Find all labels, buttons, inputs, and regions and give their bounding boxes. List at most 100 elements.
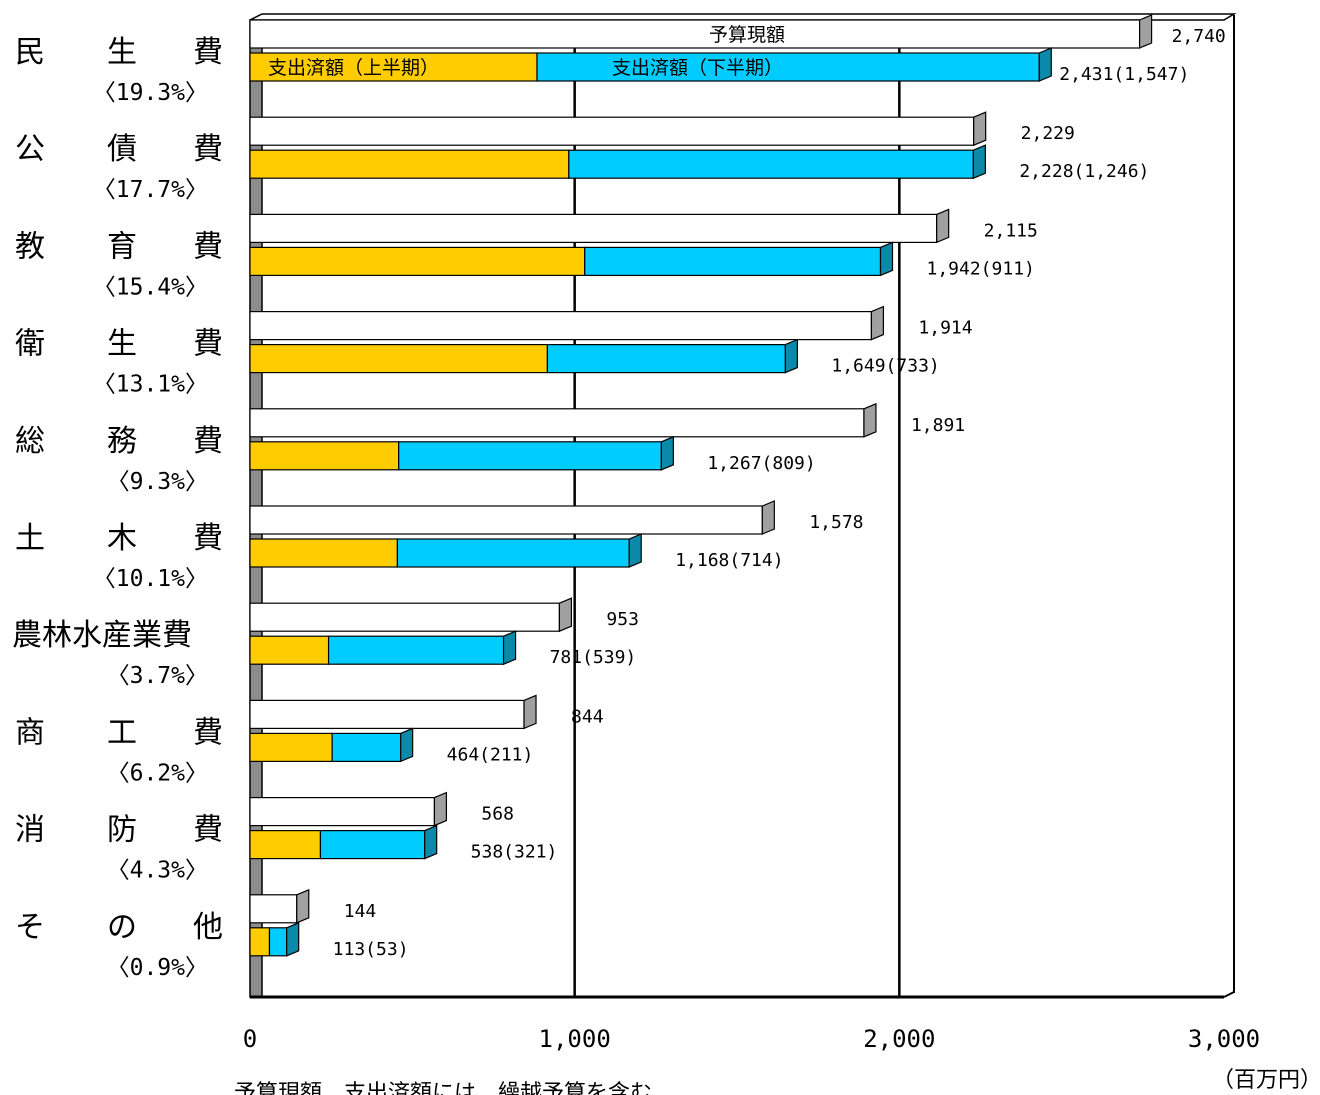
chart-note: 予算現額、支出済額には、繰越予算を含む	[234, 1081, 652, 1095]
first-half-segment	[249, 441, 400, 471]
spent-value-label: 538(321)	[471, 842, 558, 863]
category-label-char: 商	[15, 715, 45, 750]
spent-bar-side	[286, 921, 300, 957]
category-label-char: 土	[15, 521, 45, 556]
budget-bar	[249, 500, 775, 535]
category-label-char: 防	[107, 813, 137, 848]
category-share-label: 〈6.2%〉	[107, 760, 208, 786]
category-label-char: 公	[15, 132, 45, 167]
spent-value-label: 2,228(1,246)	[1019, 161, 1149, 182]
category-label: 農林水産業費	[12, 618, 192, 653]
category-label-char: 育	[107, 229, 137, 264]
budget-bar	[249, 111, 987, 147]
first-half-segment	[249, 149, 570, 179]
x-tick-label: 1,000	[539, 1025, 611, 1053]
spent-value-label: 113(53)	[333, 939, 409, 960]
category-label-char: 消	[15, 813, 45, 848]
budget-bar-side	[973, 111, 987, 147]
category-share-label: 〈19.3%〉	[93, 80, 208, 106]
category-label-char: 費	[193, 521, 223, 556]
spent-bar	[249, 241, 894, 277]
spent-value-label: 1,942(911)	[927, 258, 1035, 279]
first-half-segment	[249, 829, 322, 860]
category-label-char: 工	[107, 715, 137, 750]
spent-bar	[249, 727, 414, 763]
spent-value-label: 1,649(733)	[831, 356, 939, 377]
second-half-segment	[546, 344, 786, 374]
budget-bar-face	[249, 311, 873, 341]
category-label-char: 生	[107, 327, 137, 362]
category-label-char: 費	[193, 424, 223, 459]
budget-bar-side	[523, 694, 537, 730]
category-label-char: 費	[193, 327, 223, 362]
second-half-segment	[331, 732, 402, 763]
second-half-segment	[568, 149, 974, 179]
spent-bar-side	[400, 727, 414, 763]
x-tick-label: 3,000	[1188, 1025, 1260, 1053]
spent-bar-side	[502, 630, 517, 666]
budget-bar	[249, 402, 877, 438]
budget-bar-face	[249, 116, 975, 146]
budget-bar	[249, 208, 950, 244]
first-half-segment	[249, 246, 586, 276]
spent-bar-side	[784, 338, 798, 374]
second-half-segment	[319, 829, 426, 860]
category-share-label: 〈15.4%〉	[93, 274, 208, 300]
budget-bar-side	[936, 208, 950, 244]
budget-bar-side	[761, 500, 775, 535]
first-half-segment	[249, 538, 398, 568]
legend-second-half-label: 支出済額（下半期）	[612, 57, 783, 79]
budget-value-label: 2,740	[1172, 26, 1226, 47]
x-tick-label: 2,000	[863, 1025, 935, 1053]
first-half-segment	[249, 732, 333, 763]
first-half-segment	[249, 635, 330, 665]
category-label-char: 費	[193, 132, 223, 167]
budget-bar-face	[249, 505, 763, 535]
category-share-label: 〈3.7%〉	[107, 663, 208, 689]
budget-bar	[249, 305, 885, 341]
second-half-segment	[584, 246, 882, 276]
category-label-char: 総	[15, 424, 45, 459]
budget-bar-face	[249, 602, 561, 632]
spent-bar	[249, 921, 300, 957]
budget-bar-side	[1138, 14, 1153, 49]
legend-first-half-label: 支出済額（上半期）	[268, 57, 439, 79]
budget-bar-face	[249, 19, 1141, 49]
budget-value-label: 2,229	[1021, 123, 1075, 144]
spent-bar-side	[628, 533, 642, 568]
budget-bar	[249, 694, 537, 730]
budget-bar-side	[558, 597, 573, 633]
category-label-char: 民	[15, 35, 45, 70]
budget-value-label: 2,115	[984, 220, 1038, 241]
spent-value-label: 2,431(1,547)	[1059, 64, 1189, 85]
second-half-segment	[327, 635, 505, 665]
budget-bar-face	[249, 213, 938, 243]
budget-bar	[249, 888, 310, 924]
budget-value-label: 144	[344, 901, 377, 922]
budget-value-label: 844	[571, 706, 604, 727]
category-label-char: 費	[193, 715, 223, 750]
category-label-char: 教	[15, 229, 45, 264]
first-half-segment	[249, 344, 548, 374]
x-tick-label: 0	[243, 1025, 257, 1053]
budget-value-label: 1,891	[911, 415, 965, 436]
legend-budget-label: 予算現額	[709, 24, 785, 46]
spent-value-label: 1,267(809)	[707, 453, 815, 474]
first-half-segment	[249, 927, 271, 957]
spent-bar-side	[879, 241, 894, 277]
spent-bar	[249, 824, 438, 860]
x-axis-depth-line	[1223, 991, 1235, 998]
spent-bar	[249, 630, 517, 666]
spent-bar	[249, 533, 642, 568]
budget-bar-side	[870, 305, 885, 341]
spent-bar	[249, 47, 1052, 82]
unit-label: （百万円）	[1212, 1068, 1320, 1093]
budget-value-label: 1,578	[809, 512, 863, 533]
category-label-char: 費	[193, 229, 223, 264]
category-label-char: 債	[107, 132, 137, 167]
budget-bar-side	[433, 791, 448, 827]
category-share-label: 〈10.1%〉	[93, 566, 208, 592]
budget-bar	[249, 14, 1153, 49]
budget-value-label: 953	[606, 609, 639, 630]
